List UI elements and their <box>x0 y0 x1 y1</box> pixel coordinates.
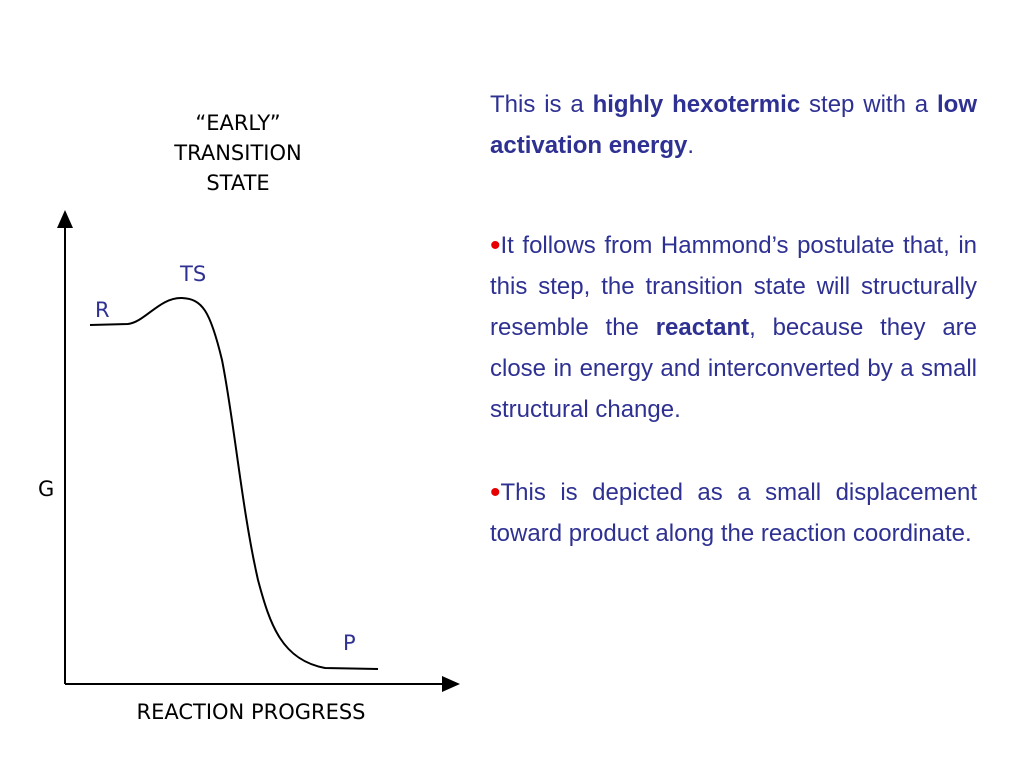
diagram-title-line-3: STATE <box>206 171 270 195</box>
bullet-2: • <box>490 476 501 509</box>
highly-hexotermic-emphasis: highly hexotermic <box>592 91 801 118</box>
product-label: P <box>343 631 356 655</box>
paragraph-1-text-1: This is a <box>490 91 593 118</box>
paragraph-1-text-2: step with a <box>800 91 937 118</box>
paragraph-2-text-1: It follows from Hammond’s postulate that… <box>490 232 977 341</box>
diagram-title: “EARLY” TRANSITION STATE <box>138 108 338 198</box>
y-axis-label: G <box>38 477 54 501</box>
bullet-1: • <box>490 229 501 262</box>
paragraph-displacement: •This is depicted as a small displacemen… <box>490 472 977 554</box>
low-activation-energy-emphasis: low activation energy <box>490 91 977 159</box>
paragraph-1-text-3: . <box>687 132 695 159</box>
paragraph-hammond: •It follows from Hammond’s postulate tha… <box>490 225 977 430</box>
diagram-title-line-1: “EARLY” <box>195 111 281 135</box>
explanation-panel: This is a highly hexotermic step with a … <box>490 84 977 554</box>
paragraph-exothermic: This is a highly hexotermic step with a … <box>490 84 977 166</box>
x-axis-label: REACTION PROGRESS <box>136 700 365 724</box>
diagram-title-line-2: TRANSITION <box>174 141 302 165</box>
transition-state-label: TS <box>179 262 206 286</box>
reactant-label: R <box>95 298 110 322</box>
energy-curve <box>89 296 379 670</box>
reactant-emphasis: reactant <box>655 314 750 341</box>
paragraph-2-text-2: , because they are close in energy and i… <box>490 314 978 423</box>
paragraph-3-text-1: This is depicted as a small displacement… <box>490 479 977 547</box>
